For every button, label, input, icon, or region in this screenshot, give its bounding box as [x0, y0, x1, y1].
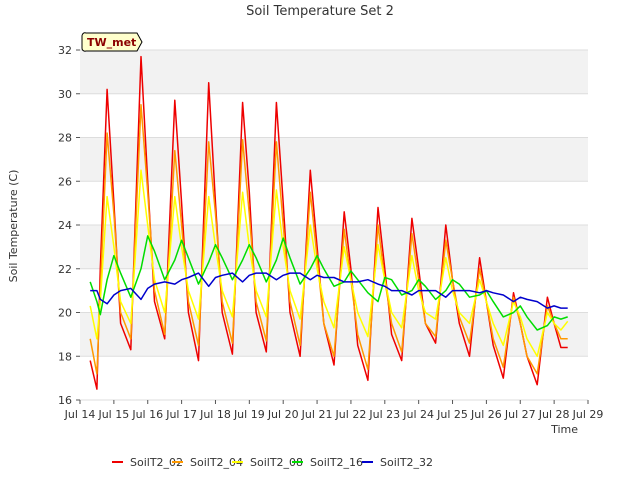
- station-badge: TW_met: [81, 32, 143, 52]
- legend-label-SoilT2_08: SoilT2_08: [250, 456, 303, 469]
- x-tick-label: Jul 25: [436, 408, 468, 421]
- x-tick-label: Jul 22: [335, 408, 367, 421]
- x-tick-label: Jul 24: [402, 408, 434, 421]
- y-tick-label: 28: [58, 132, 72, 145]
- y-axis-label: Soil Temperature (C): [7, 170, 20, 283]
- y-tick-label: 24: [58, 219, 72, 232]
- legend-label-SoilT2_04: SoilT2_04: [190, 456, 243, 469]
- x-tick-label: Jul 16: [131, 408, 163, 421]
- legend-label-SoilT2_32: SoilT2_32: [380, 456, 433, 469]
- x-tick-label: Jul 20: [267, 408, 299, 421]
- x-tick-label: Jul 15: [97, 408, 129, 421]
- x-tick-label: Jul 27: [504, 408, 536, 421]
- plot-background: [80, 49, 588, 401]
- badge-shape: [81, 32, 143, 52]
- axis-ticks: Jul 14 Jul 15 Jul 16 Jul 17 Jul 18 Jul 19 Jul …: [58, 44, 603, 421]
- legend-label-SoilT2_02: SoilT2_02: [130, 456, 183, 469]
- legend-label-SoilT2_16: SoilT2_16: [310, 456, 363, 469]
- y-tick-label: 16: [58, 394, 72, 407]
- grid-band: [80, 137, 588, 182]
- x-axis-label: Time: [550, 423, 578, 436]
- x-tick-label: Jul 21: [301, 408, 333, 421]
- y-tick-label: 22: [58, 263, 72, 276]
- x-tick-label: Jul 18: [199, 408, 231, 421]
- series-line-SoilT2_16: [89, 235, 568, 331]
- y-tick-label: 30: [58, 88, 72, 101]
- x-tick-label: Jul 28: [538, 408, 570, 421]
- series-line-SoilT2_32: [90, 272, 568, 309]
- y-tick-label: 18: [58, 350, 72, 363]
- series-line-SoilT2_08: [89, 169, 569, 358]
- x-tick-label: Jul 14: [64, 408, 96, 421]
- badge-label: TW_met: [87, 36, 136, 49]
- x-tick-label: Jul 19: [233, 408, 265, 421]
- series-group: [89, 55, 569, 390]
- x-tick-label: Jul 26: [470, 408, 502, 421]
- y-tick-label: 20: [58, 307, 72, 320]
- chart-title: Soil Temperature Set 2: [246, 4, 394, 19]
- legend: SoilT2_02 SoilT2_04 SoilT2_08 SoilT2_16 Soil…: [112, 456, 433, 469]
- y-tick-label: 32: [58, 44, 72, 57]
- x-tick-label: Jul 17: [165, 408, 197, 421]
- grid-band: [80, 225, 588, 269]
- y-tick-label: 26: [58, 175, 72, 188]
- x-tick-label: Jul 23: [368, 408, 400, 421]
- grid-band: [80, 50, 588, 94]
- x-tick-label: Jul 29: [572, 408, 604, 421]
- series-line-SoilT2_04: [89, 103, 568, 375]
